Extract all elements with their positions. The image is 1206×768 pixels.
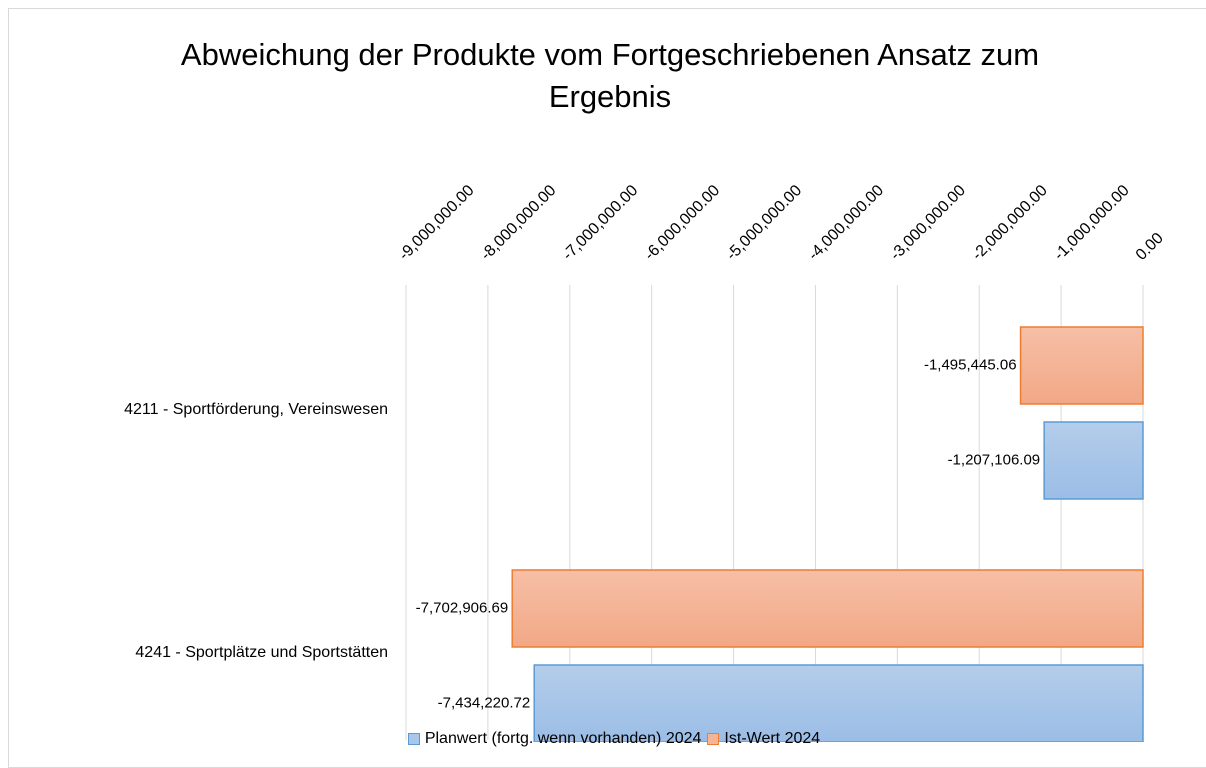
bar	[1019, 326, 1144, 405]
legend: Planwert (fortg. wenn vorhanden) 2024 Ist…	[0, 730, 1206, 748]
x-tick-label: 0.00	[1133, 230, 1167, 264]
bar	[511, 569, 1144, 648]
data-label: -7,702,906.69	[416, 599, 509, 616]
x-tick-label: -4,000,000.00	[805, 182, 887, 264]
legend-label: Planwert (fortg. wenn vorhanden) 2024	[424, 730, 702, 747]
x-tick-label: -1,000,000.00	[1051, 182, 1133, 264]
x-tick-label: -5,000,000.00	[723, 182, 805, 264]
x-tick-label: -9,000,000.00	[396, 182, 478, 264]
x-tick-label: -8,000,000.00	[478, 182, 560, 264]
x-tick-label: -2,000,000.00	[969, 182, 1051, 264]
legend-swatch	[407, 733, 420, 745]
y-tick-label: 4211 - Sportförderung, Vereinswesen	[124, 401, 388, 418]
chart-title: Abweichung der Produkte vom Fortgeschrie…	[180, 37, 1040, 114]
legend-item: Ist-Wert 2024	[707, 730, 820, 748]
x-tick-label: -7,000,000.00	[560, 182, 642, 264]
y-tick-label: 4241 - Sportplätze und Sportstätten	[135, 644, 388, 661]
x-tick-label: -6,000,000.00	[641, 182, 723, 264]
legend-swatch	[707, 733, 720, 745]
data-label: -1,207,106.09	[948, 451, 1041, 468]
legend-item: Planwert (fortg. wenn vorhanden) 2024	[407, 730, 702, 748]
bar	[533, 664, 1144, 742]
data-label: -1,495,445.06	[924, 356, 1017, 373]
bar	[1043, 421, 1144, 500]
data-label: -7,434,220.72	[438, 694, 531, 711]
legend-label: Ist-Wert 2024	[724, 730, 821, 747]
x-tick-label: -3,000,000.00	[887, 182, 969, 264]
